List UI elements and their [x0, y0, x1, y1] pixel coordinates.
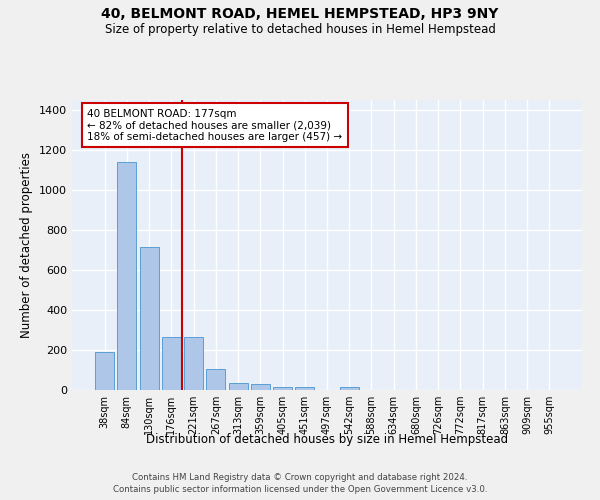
Text: 40, BELMONT ROAD, HEMEL HEMPSTEAD, HP3 9NY: 40, BELMONT ROAD, HEMEL HEMPSTEAD, HP3 9… — [101, 8, 499, 22]
Text: Size of property relative to detached houses in Hemel Hempstead: Size of property relative to detached ho… — [104, 22, 496, 36]
Text: Distribution of detached houses by size in Hemel Hempstead: Distribution of detached houses by size … — [146, 432, 508, 446]
Text: 40 BELMONT ROAD: 177sqm
← 82% of detached houses are smaller (2,039)
18% of semi: 40 BELMONT ROAD: 177sqm ← 82% of detache… — [88, 108, 343, 142]
Bar — [251, 384, 270, 390]
Y-axis label: Number of detached properties: Number of detached properties — [20, 152, 34, 338]
Text: Contains HM Land Registry data © Crown copyright and database right 2024.: Contains HM Land Registry data © Crown c… — [132, 472, 468, 482]
Bar — [162, 337, 181, 390]
Bar — [118, 162, 136, 390]
Bar — [184, 337, 203, 390]
Bar — [295, 388, 314, 390]
Text: Contains public sector information licensed under the Open Government Licence v3: Contains public sector information licen… — [113, 485, 487, 494]
Bar — [273, 387, 292, 390]
Bar — [95, 352, 114, 390]
Bar — [229, 383, 248, 390]
Bar — [140, 247, 158, 390]
Bar — [206, 369, 225, 390]
Bar — [340, 388, 359, 390]
